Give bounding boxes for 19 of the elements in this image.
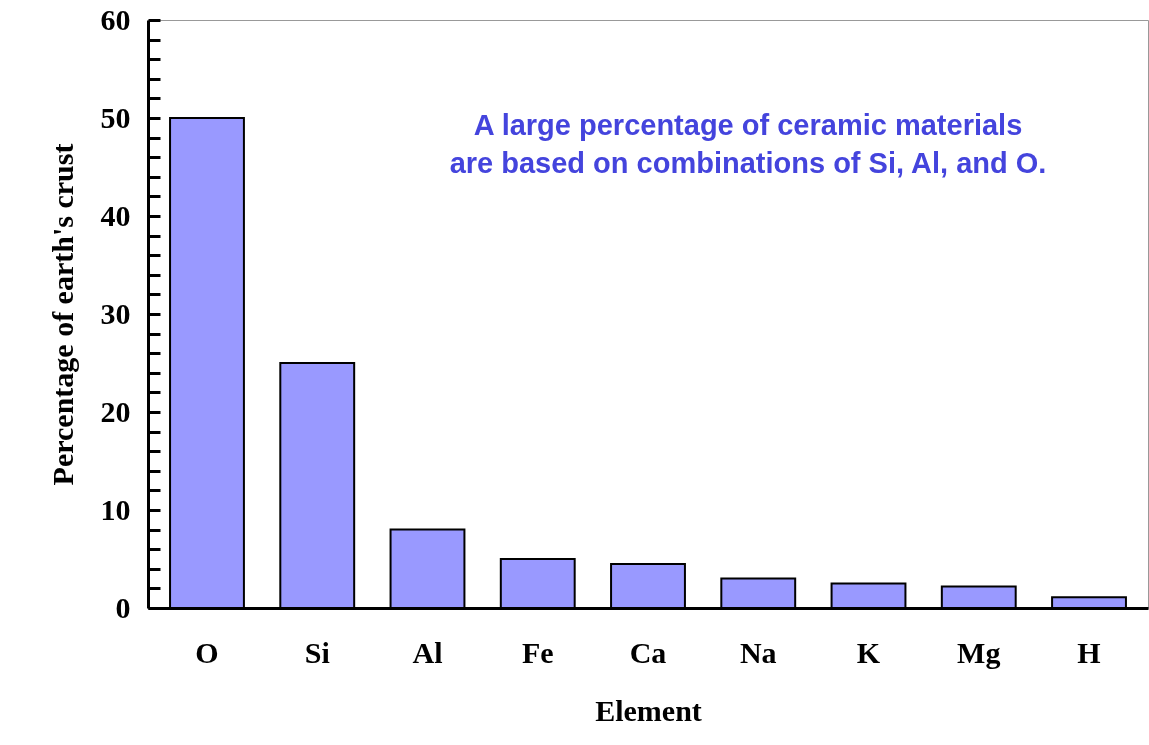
y-tick-label: 0 [115,590,131,624]
y-axis-title: Percentage of earth's crust [45,143,79,486]
x-tick-label: Ca [629,635,667,669]
y-tick-label: 60 [100,2,131,36]
x-axis-title: Element [595,693,702,727]
x-tick-label: Fe [521,635,554,669]
annotation: A large percentage of ceramic materials are based on combinations of Si, Al, and O. [449,109,1047,179]
x-tick-label: Na [739,635,777,669]
x-tick-label: O [195,635,219,669]
x-tick-label: K [856,635,881,669]
y-tick-label: 10 [100,492,131,526]
y-tick-label: 20 [100,394,131,428]
y-tick-label: 30 [100,296,131,330]
y-tick-label: 50 [100,100,131,134]
x-tick-label: Al [412,635,443,669]
x-tick-label: Si [304,635,330,669]
x-tick-label: Mg [957,635,1001,669]
y-tick-label: 40 [100,198,131,232]
x-tick-label: H [1077,635,1101,669]
